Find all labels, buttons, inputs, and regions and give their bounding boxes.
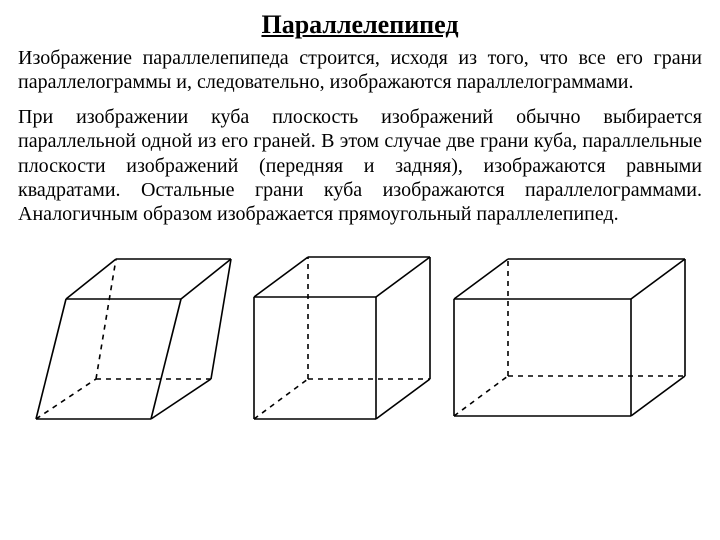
figure-rectangular-parallelepiped — [436, 241, 696, 426]
paragraph-2: При изображении куба плоскость изображен… — [18, 105, 702, 227]
page-title: Параллелепипед — [18, 10, 702, 40]
paragraph-1: Изображение параллелепипеда строится, ис… — [18, 46, 702, 95]
figures-row — [18, 239, 702, 429]
figure-cube — [236, 239, 436, 429]
figure-parallelepiped-oblique — [26, 239, 236, 429]
